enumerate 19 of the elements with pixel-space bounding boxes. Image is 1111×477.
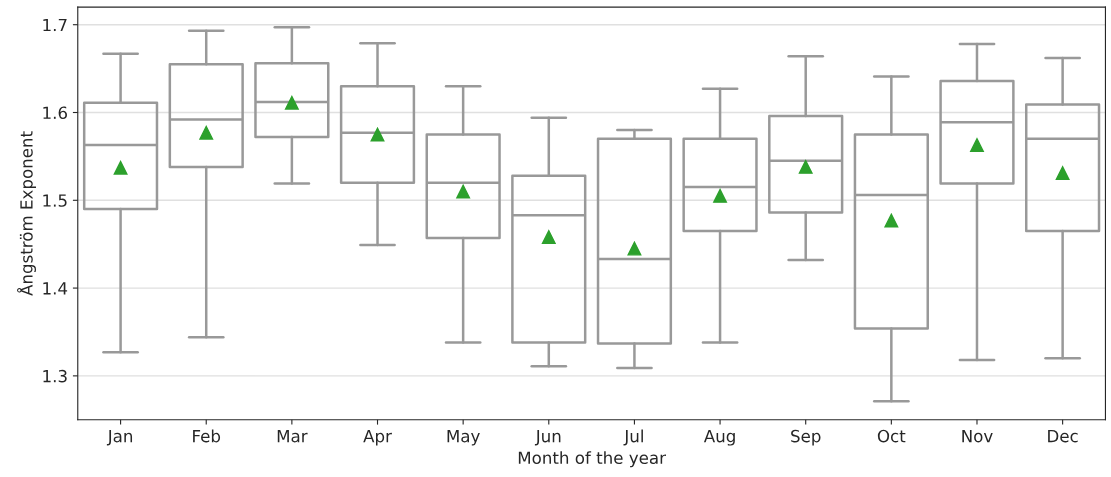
- x-tick-label: Sep: [791, 429, 821, 446]
- y-tick-label: 1.7: [43, 18, 67, 32]
- y-tick-label: 1.3: [43, 369, 67, 383]
- x-tick-label: May: [447, 430, 480, 446]
- x-tick-label: Oct: [877, 429, 906, 443]
- y-tick-label: 1.4: [43, 282, 68, 295]
- y-tick-label: 1.6: [43, 106, 67, 120]
- x-axis-title: Month of the year: [518, 451, 666, 468]
- x-tick-label: Mar: [277, 430, 308, 443]
- x-tick-label: Aug: [703, 430, 735, 446]
- x-tick-label: Dec: [1048, 430, 1078, 443]
- y-axis-title: Ångström Exponent: [17, 131, 36, 296]
- x-tick-label: Nov: [962, 430, 993, 443]
- y-tick-label: 1.5: [43, 194, 67, 207]
- x-tick-label: Apr: [363, 430, 392, 446]
- x-tick-label: Feb: [193, 429, 221, 443]
- x-tick-label: Jul: [623, 429, 643, 446]
- x-tick-label: Jun: [534, 430, 561, 446]
- x-tick-label: Jan: [106, 430, 133, 446]
